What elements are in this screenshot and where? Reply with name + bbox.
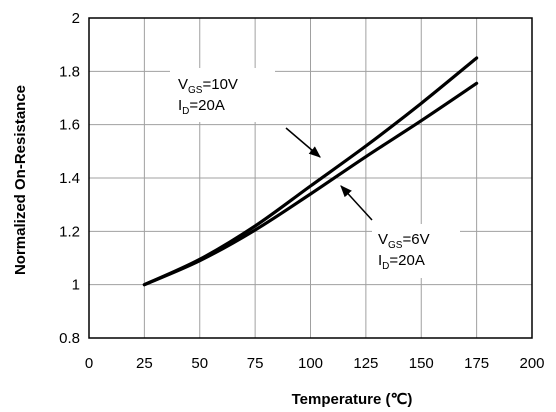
annotation-vgs-10v-line1: VGS=10V [178, 76, 238, 96]
x-tick-label: 75 [247, 355, 264, 372]
grid-lines [88, 17, 533, 339]
x-tick-label: 50 [191, 355, 208, 372]
x-tick-label: 150 [409, 355, 434, 372]
y-tick-label: 1 [72, 277, 80, 294]
y-tick-label: 0.8 [59, 330, 80, 347]
y-tick-label: 1.2 [59, 223, 80, 240]
y-tick-label: 2 [72, 10, 80, 27]
x-tick-label: 175 [464, 355, 489, 372]
x-tick-label: 25 [136, 355, 153, 372]
x-tick-label: 100 [298, 355, 323, 372]
series-line-vgs-6v [142, 81, 479, 287]
annotation-arrow-vgs-6v [340, 185, 373, 221]
annotation-vgs-6v-line2: ID=20A [378, 252, 425, 272]
x-tick-label: 125 [353, 355, 378, 372]
x-axis-title: Temperature (℃) [292, 391, 413, 408]
annotation-arrow-vgs-10v [285, 127, 321, 158]
y-tick-label: 1.4 [59, 170, 80, 187]
annotation-box-vgs-6v [372, 224, 460, 278]
y-tick-label: 1.6 [59, 117, 80, 134]
y-axis-title: Normalized On-Resistance [12, 85, 29, 275]
tick-labels: 0 25 50 75 100 125 150 175 200 0.8 1 1.2 1.4 1.6 1.8 2 [59, 10, 544, 372]
x-tick-label: 200 [519, 355, 544, 372]
y-tick-label: 1.8 [59, 63, 80, 80]
series-layer [142, 56, 479, 287]
x-tick-label: 0 [85, 355, 93, 372]
annotation-vgs-6v-line1: VGS=6V [378, 231, 430, 251]
plot-frame [88, 17, 533, 339]
annotation-box-vgs-10v [170, 68, 275, 122]
annotation-vgs-10v-line2: ID=20A [178, 97, 225, 117]
